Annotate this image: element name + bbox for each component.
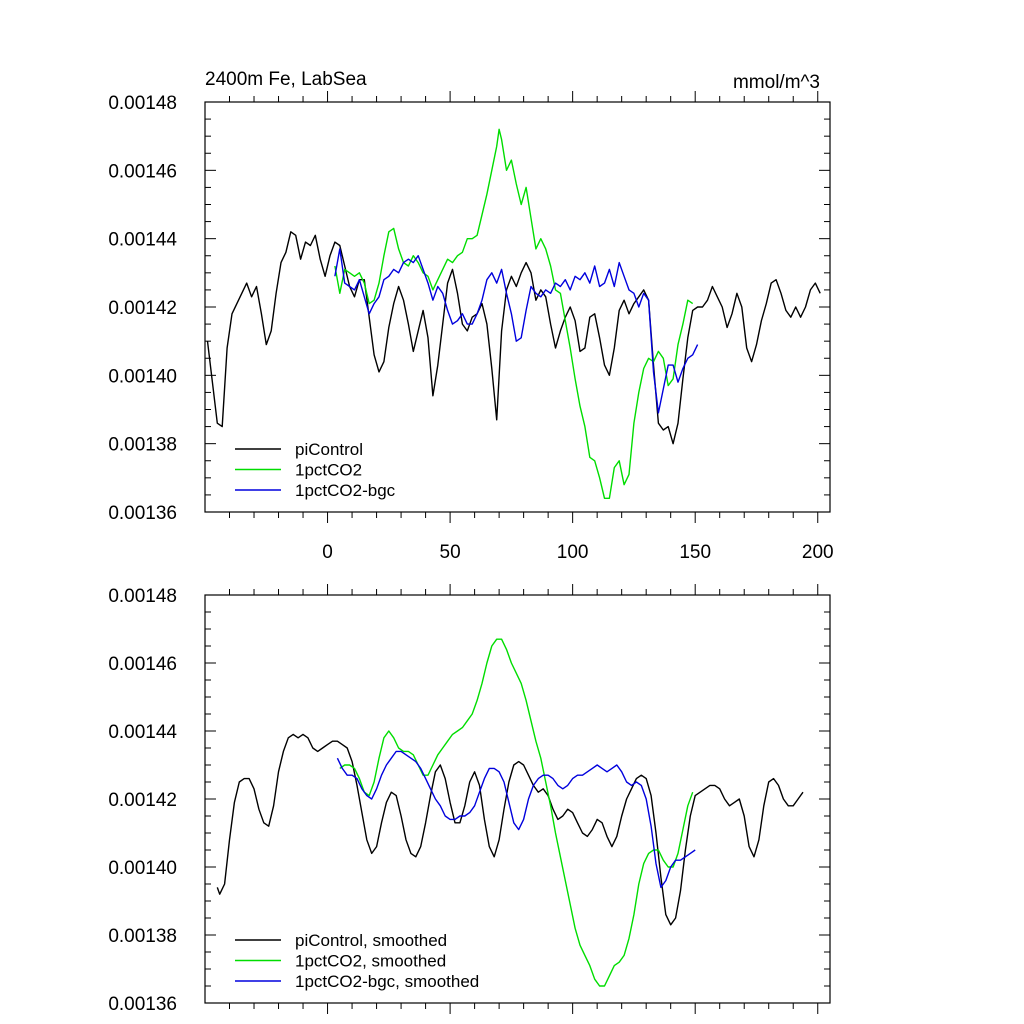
x-tick-label: 200: [802, 542, 834, 563]
legend-label: piControl: [295, 440, 363, 459]
y-tick-label: 0.00138: [108, 926, 177, 947]
legend-label: 1pctCO2: [295, 461, 362, 480]
legend-label: 1pctCO2-bgc: [295, 481, 396, 500]
series-line-1pctco2-bgc: [334, 248, 699, 414]
y-tick-label: 0.00144: [108, 230, 177, 251]
y-tick-label: 0.00146: [108, 654, 177, 675]
y-tick-label: 0.00146: [108, 161, 177, 182]
panel-top: 0.00136 0.00138 0.00140 0.00142 0.00144 0.001…: [108, 69, 833, 563]
y-tick-label: 0.00148: [108, 586, 177, 607]
series-line-picontrol-smoothed: [216, 733, 804, 926]
legend-label: 1pctCO2, smoothed: [295, 952, 446, 971]
x-tick-label: 50: [440, 542, 461, 563]
y-tick-label: 0.00136: [108, 994, 177, 1015]
chart-title: 2400m Fe, LabSea: [205, 69, 367, 90]
legend-label: piControl, smoothed: [295, 931, 447, 950]
x-tick-label: 0: [322, 542, 333, 563]
series-line-1pctco2: [334, 128, 694, 499]
series-line-1pctco2-smoothed: [339, 638, 694, 987]
panel-bottom: 0.00136 0.00138 0.00140 0.00142 0.00144 0.001…: [108, 584, 831, 1015]
y-tick-label: 0.00142: [108, 298, 177, 319]
y-tick-label: 0.00138: [108, 435, 177, 456]
y-tick-label: 0.00144: [108, 722, 177, 743]
y-tick-label: 0.00148: [108, 93, 177, 114]
x-tick-label: 100: [557, 542, 589, 563]
legend-label: 1pctCO2-bgc, smoothed: [295, 972, 479, 991]
y-tick-label: 0.00140: [108, 366, 177, 387]
y-tick-label: 0.00142: [108, 790, 177, 811]
chart-units: mmol/m^3: [733, 72, 820, 93]
y-tick-label: 0.00140: [108, 858, 177, 879]
series-line-1pctco2-bgc-smoothed: [336, 750, 696, 889]
x-tick-label: 150: [679, 542, 711, 563]
y-tick-label: 0.00136: [108, 503, 177, 524]
series-line-picontrol: [206, 231, 821, 445]
